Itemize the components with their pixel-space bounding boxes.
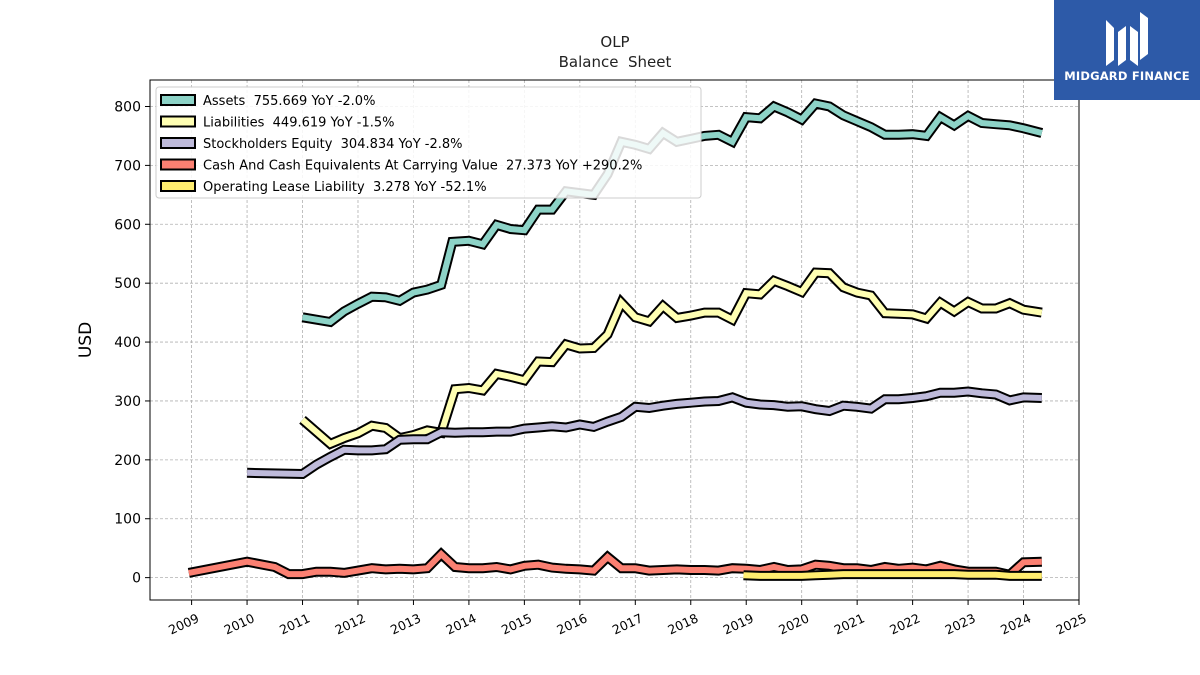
- x-tick-label: 2009: [166, 610, 201, 637]
- series-4: [743, 569, 1042, 581]
- chart-title: OLP: [600, 33, 629, 51]
- legend-entry: Operating Lease Liability 3.278 YoY -52.…: [203, 180, 487, 195]
- x-tick-label: 2016: [554, 610, 589, 637]
- legend-entry: Liabilities 449.619 YoY -1.5%: [203, 116, 395, 131]
- series-3: [187, 547, 1042, 581]
- y-tick-label: 400: [114, 335, 141, 351]
- x-tick-label: 2021: [832, 610, 867, 637]
- x-tick-label: 2017: [610, 610, 645, 637]
- x-tick-label: 2023: [943, 610, 978, 637]
- plot-frame: [149, 79, 1080, 601]
- y-tick-label: 100: [114, 512, 141, 528]
- chart-subtitle: Balance Sheet: [559, 53, 672, 71]
- legend-entry: Stockholders Equity 304.834 YoY -2.8%: [203, 137, 463, 152]
- x-tick-label: 2018: [665, 610, 700, 637]
- legend-swatch: [160, 94, 196, 106]
- x-tick-label: 2015: [499, 610, 534, 637]
- logo-text: MIDGARD FINANCE: [1064, 69, 1190, 83]
- legend-swatch: [160, 115, 196, 128]
- x-tick-label: 2014: [443, 610, 478, 637]
- x-tick-label: 2012: [332, 610, 367, 637]
- legend: Assets 755.669 YoY -2.0% Liabilities 449.…: [155, 86, 702, 199]
- x-tick-label: 2020: [776, 610, 811, 637]
- legend-swatch: [160, 180, 196, 192]
- series-2: [246, 386, 1042, 480]
- legend-entry: Cash And Cash Equivalents At Carrying Va…: [203, 159, 642, 174]
- x-tick-label: 2011: [277, 610, 312, 637]
- legend-swatch: [160, 137, 196, 149]
- legend-box: [155, 86, 702, 199]
- x-tick-label: 2010: [222, 610, 257, 637]
- x-tick-label: 2013: [388, 610, 423, 637]
- y-tick-label: 700: [114, 158, 141, 174]
- y-tick-label: 800: [114, 100, 141, 116]
- x-tick-label: 2019: [721, 610, 756, 637]
- y-axis-label: USD: [76, 322, 96, 358]
- x-tick-label: 2024: [998, 610, 1033, 637]
- y-tick-label: 300: [114, 394, 141, 410]
- legend-swatch: [160, 158, 196, 171]
- y-tick-label: 500: [114, 276, 141, 292]
- y-tick-label: 0: [132, 571, 141, 587]
- series-line: [247, 388, 1042, 478]
- y-tick-label: 200: [114, 453, 141, 469]
- y-tick-label: 600: [114, 217, 141, 233]
- x-tick-label: 2025: [1054, 610, 1089, 637]
- series-line: [188, 549, 1042, 578]
- series-line: [743, 571, 1042, 579]
- x-tick-label: 2022: [887, 610, 922, 637]
- midgard-logo-icon: [1106, 12, 1148, 66]
- midgard-finance-logo: MIDGARD FINANCE: [1054, 0, 1200, 100]
- legend-entry: Assets 755.669 YoY -2.0%: [203, 94, 375, 109]
